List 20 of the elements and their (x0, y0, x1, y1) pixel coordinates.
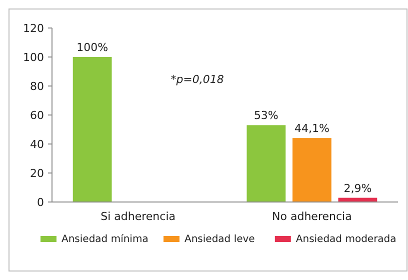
y-tick-label: 80 (30, 80, 44, 93)
bar (72, 57, 112, 202)
y-tick-label: 40 (30, 138, 44, 151)
y-tick-label: 120 (23, 22, 44, 35)
bar (246, 125, 286, 202)
legend-label: Ansiedad moderada (296, 234, 396, 245)
x-tick-label: Si adherencia (100, 210, 176, 223)
data-label: 53% (254, 109, 278, 122)
data-label: 44,1% (294, 122, 330, 136)
y-tick-label: 0 (37, 196, 44, 209)
x-tick-label: No adherencia (272, 210, 352, 223)
y-tick-label: 100 (23, 50, 44, 64)
data-label: 100% (76, 41, 108, 54)
annotation: *p=0,018 (170, 73, 224, 86)
y-tick-label: 60 (30, 108, 44, 122)
data-label: 2,9% (344, 182, 372, 195)
y-tick-label: 20 (30, 166, 44, 180)
bar (292, 138, 332, 202)
legend-label: Ansiedad leve (184, 234, 255, 245)
legend-label: Ansiedad mínima (62, 234, 148, 245)
